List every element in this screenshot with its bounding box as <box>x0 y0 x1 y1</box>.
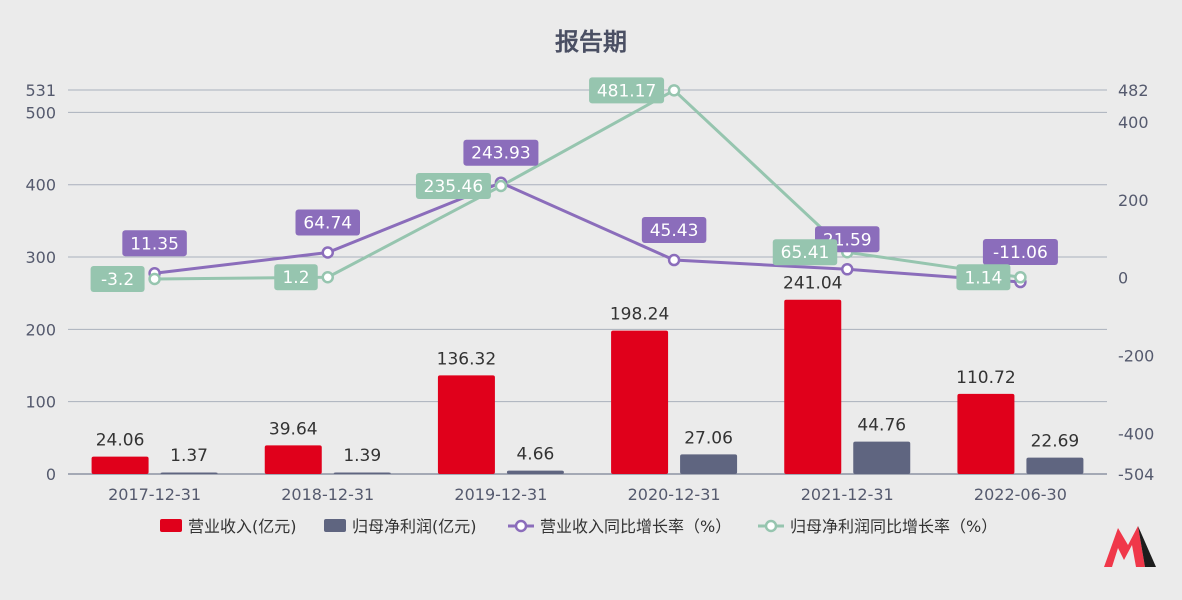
bar-value-label: 39.64 <box>269 419 318 439</box>
x-tick-label: 2022-06-30 <box>974 485 1067 504</box>
x-tick-label: 2017-12-31 <box>108 485 201 504</box>
series-point <box>494 179 508 193</box>
left-axis: 0 100 200 300 400 500 531 <box>25 81 56 484</box>
legend-swatch <box>160 519 182 532</box>
point-label: 1.2 <box>282 268 309 288</box>
legend-label: 归母净利润同比增长率（%） <box>790 517 997 536</box>
point-label: 235.46 <box>424 177 483 197</box>
point-label-box <box>274 264 318 291</box>
bar-value-label: 241.04 <box>783 274 842 294</box>
x-tick-label: 2018-12-31 <box>281 485 374 504</box>
point-label-box <box>589 77 665 104</box>
bar <box>333 472 391 474</box>
bar <box>160 472 218 474</box>
legend: 营业收入(亿元) 归母净利润(亿元) 营业收入同比增长率（%） 归母净利润同比增长率（… <box>160 517 997 536</box>
point-label-box <box>415 173 491 200</box>
legend-swatch <box>324 519 346 532</box>
point-label-box <box>956 264 1011 291</box>
point-label: 11.35 <box>130 234 179 254</box>
point-label: -11.06 <box>993 243 1048 263</box>
series-point <box>841 263 854 276</box>
bar <box>853 441 911 474</box>
bar <box>437 375 495 474</box>
legend-label: 营业收入(亿元) <box>188 517 297 536</box>
series-line <box>154 181 1021 284</box>
right-tick-label: -504 <box>1118 465 1154 484</box>
point-label: 65.41 <box>781 243 830 263</box>
legend-label: 归母净利润(亿元) <box>352 517 477 536</box>
point-label: 481.17 <box>597 81 656 101</box>
point-label-box <box>90 265 145 292</box>
left-tick-label: 500 <box>25 103 56 122</box>
bar-value-label: 24.06 <box>96 431 145 451</box>
bar-value-label: 1.37 <box>170 446 208 466</box>
point-label: 45.43 <box>650 221 699 241</box>
bar <box>957 393 1015 474</box>
right-tick-label: -200 <box>1118 347 1154 366</box>
left-tick-label: 0 <box>46 465 56 484</box>
bar <box>680 454 738 474</box>
point-label: -3.2 <box>101 270 134 290</box>
left-tick-label: 200 <box>25 320 56 339</box>
right-tick-label: -400 <box>1118 424 1154 443</box>
point-label-box <box>772 239 838 266</box>
bar-value-label: 110.72 <box>956 368 1015 388</box>
point-label: 1.14 <box>964 268 1002 288</box>
bar-series: 24.06 39.64 136.32 198.24 241.04 110.72 1.37 1.… <box>91 274 1084 474</box>
series-point <box>148 272 161 286</box>
series-point <box>667 84 681 97</box>
bar <box>506 470 564 474</box>
x-axis: 2017-12-31 2018-12-31 2019-12-31 2020-12-31… <box>108 485 1067 504</box>
bar <box>784 299 842 474</box>
point-label: 64.74 <box>303 214 352 234</box>
right-tick-label: 200 <box>1118 191 1149 210</box>
x-tick-label: 2020-12-31 <box>628 485 721 504</box>
bar <box>91 456 149 474</box>
right-tick-label: 482 <box>1118 81 1149 100</box>
bar-value-label: 198.24 <box>610 305 669 325</box>
legend-swatch-point <box>514 519 528 533</box>
gridlines <box>68 89 1107 475</box>
x-tick-label: 2021-12-31 <box>801 485 894 504</box>
bar-value-label: 27.06 <box>684 428 733 448</box>
bar <box>264 445 322 474</box>
left-tick-label: 100 <box>25 393 56 412</box>
bar-value-label: 1.39 <box>343 446 381 466</box>
series-point <box>667 253 681 267</box>
bar-value-label: 22.69 <box>1031 432 1080 452</box>
bar-value-label: 136.32 <box>437 349 496 369</box>
brand-logo-icon <box>1104 526 1156 567</box>
series-point <box>1014 271 1027 284</box>
series-point <box>321 246 334 259</box>
legend-label: 营业收入同比增长率（%） <box>540 517 731 536</box>
series-point <box>321 270 334 284</box>
point-label-box <box>982 239 1058 266</box>
legend-swatch-point <box>764 519 778 533</box>
point-label-box <box>122 230 187 257</box>
right-tick-label: 400 <box>1118 113 1149 132</box>
right-tick-label: 0 <box>1118 269 1128 288</box>
point-label-box <box>463 139 539 166</box>
point-label: 243.93 <box>471 144 530 164</box>
chart-title: 报告期 <box>555 28 627 56</box>
bar <box>1026 457 1084 474</box>
x-tick-label: 2019-12-31 <box>454 485 547 504</box>
left-tick-label: 531 <box>25 81 56 100</box>
left-tick-label: 300 <box>25 248 56 267</box>
point-label-box <box>641 217 707 244</box>
bar-value-label: 44.76 <box>857 416 906 436</box>
bar <box>611 330 669 474</box>
left-tick-label: 400 <box>25 176 56 195</box>
point-label-box <box>295 209 360 236</box>
right-axis: -504 -400 -200 0 200 400 482 <box>1118 81 1154 484</box>
bar-value-label: 4.66 <box>516 445 554 465</box>
